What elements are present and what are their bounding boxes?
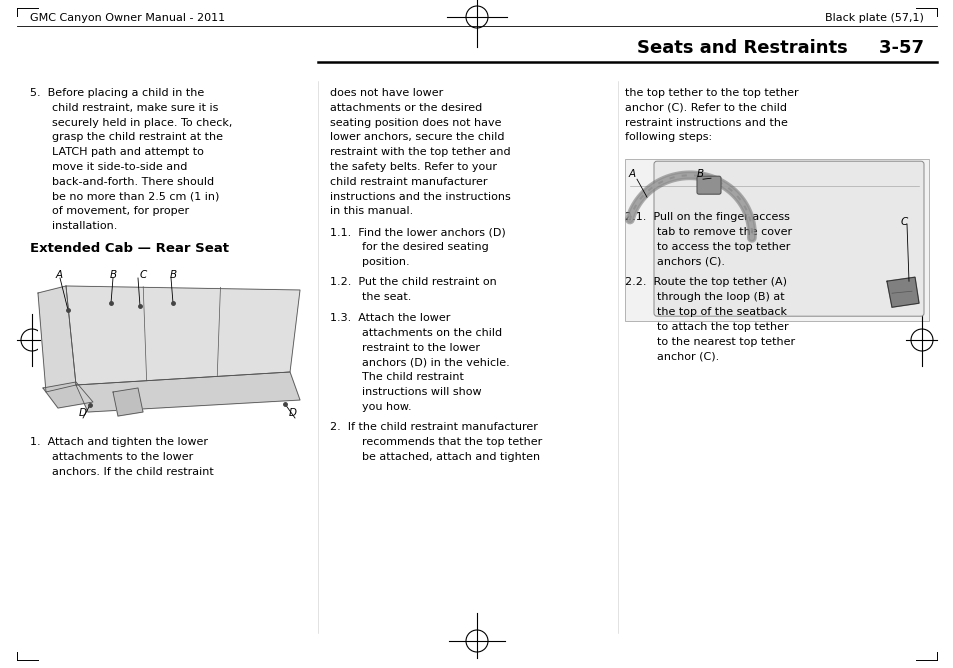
Text: to attach the top tether: to attach the top tether	[657, 322, 788, 332]
Text: anchors. If the child restraint: anchors. If the child restraint	[52, 467, 213, 476]
Text: does not have lower: does not have lower	[330, 88, 443, 98]
Text: 2.2.  Route the top tether (A): 2.2. Route the top tether (A)	[624, 277, 786, 287]
Text: through the loop (B) at: through the loop (B) at	[657, 292, 783, 302]
Text: anchors (D) in the vehicle.: anchors (D) in the vehicle.	[361, 357, 509, 367]
Text: attachments to the lower: attachments to the lower	[52, 452, 193, 462]
Bar	[624, 159, 928, 321]
Text: lower anchors, secure the child: lower anchors, secure the child	[330, 132, 504, 142]
Polygon shape	[66, 286, 299, 385]
Text: GMC Canyon Owner Manual - 2011: GMC Canyon Owner Manual - 2011	[30, 13, 225, 23]
Text: 2.  If the child restraint manufacturer: 2. If the child restraint manufacturer	[330, 422, 537, 432]
Text: anchors (C).: anchors (C).	[657, 257, 724, 267]
Text: tab to remove the cover: tab to remove the cover	[657, 227, 791, 237]
Text: A: A	[56, 270, 63, 280]
Text: B: B	[170, 270, 177, 280]
Text: the top of the seatback: the top of the seatback	[657, 307, 786, 317]
Text: Extended Cab — Rear Seat: Extended Cab — Rear Seat	[30, 242, 229, 255]
Text: The child restraint: The child restraint	[361, 372, 463, 382]
FancyBboxPatch shape	[654, 161, 923, 316]
Text: C: C	[900, 217, 907, 227]
Text: A: A	[628, 169, 636, 179]
Text: move it side-to-side and: move it side-to-side and	[52, 162, 187, 172]
Text: to access the top tether: to access the top tether	[657, 242, 789, 252]
Text: grasp the child restraint at the: grasp the child restraint at the	[52, 132, 223, 142]
Polygon shape	[76, 372, 299, 412]
Text: 1.  Attach and tighten the lower: 1. Attach and tighten the lower	[30, 437, 208, 447]
Text: the safety belts. Refer to your: the safety belts. Refer to your	[330, 162, 497, 172]
Bar	[38, 268, 305, 430]
Text: seating position does not have: seating position does not have	[330, 118, 501, 128]
Text: Seats and Restraints     3-57: Seats and Restraints 3-57	[637, 39, 923, 57]
Text: restraint to the lower: restraint to the lower	[361, 343, 479, 353]
Text: 1.2.  Put the child restraint on: 1.2. Put the child restraint on	[330, 277, 497, 287]
Text: 2.1.  Pull on the finger access: 2.1. Pull on the finger access	[624, 212, 789, 222]
Text: restraint instructions and the: restraint instructions and the	[624, 118, 787, 128]
Text: attachments or the desired: attachments or the desired	[330, 103, 482, 113]
Text: securely held in place. To check,: securely held in place. To check,	[52, 118, 233, 128]
Text: child restraint, make sure it is: child restraint, make sure it is	[52, 103, 218, 113]
Text: D: D	[289, 408, 296, 418]
Text: 1.3.  Attach the lower: 1.3. Attach the lower	[330, 313, 450, 323]
Text: you how.: you how.	[361, 401, 411, 411]
Text: in this manual.: in this manual.	[330, 206, 413, 216]
Polygon shape	[112, 388, 143, 416]
Text: B: B	[110, 270, 117, 280]
Text: to the nearest top tether: to the nearest top tether	[657, 337, 794, 347]
Polygon shape	[43, 382, 92, 408]
Text: child restraint manufacturer: child restraint manufacturer	[330, 177, 487, 187]
Text: be no more than 2.5 cm (1 in): be no more than 2.5 cm (1 in)	[52, 192, 219, 202]
Text: for the desired seating: for the desired seating	[361, 242, 488, 252]
Text: anchor (C).: anchor (C).	[657, 351, 719, 361]
Text: recommends that the top tether: recommends that the top tether	[361, 438, 541, 448]
FancyBboxPatch shape	[697, 176, 720, 194]
Text: instructions and the instructions: instructions and the instructions	[330, 192, 510, 202]
Text: back-and-forth. There should: back-and-forth. There should	[52, 177, 213, 187]
Text: position.: position.	[361, 257, 409, 267]
Polygon shape	[886, 277, 918, 307]
Text: restraint with the top tether and: restraint with the top tether and	[330, 147, 510, 157]
Text: be attached, attach and tighten: be attached, attach and tighten	[361, 452, 539, 462]
Text: of movement, for proper: of movement, for proper	[52, 206, 189, 216]
Text: LATCH path and attempt to: LATCH path and attempt to	[52, 147, 204, 157]
Text: C: C	[140, 270, 147, 280]
Text: 5.  Before placing a child in the: 5. Before placing a child in the	[30, 88, 204, 98]
Text: the top tether to the top tether: the top tether to the top tether	[624, 88, 798, 98]
Text: instructions will show: instructions will show	[361, 387, 481, 397]
Text: 1.1.  Find the lower anchors (D): 1.1. Find the lower anchors (D)	[330, 227, 505, 237]
Text: anchor (C). Refer to the child: anchor (C). Refer to the child	[624, 103, 786, 113]
Text: B: B	[697, 169, 703, 179]
Text: Black plate (57,1): Black plate (57,1)	[824, 13, 923, 23]
Text: D: D	[79, 408, 87, 418]
Polygon shape	[38, 286, 76, 392]
Text: installation.: installation.	[52, 221, 117, 231]
Text: following steps:: following steps:	[624, 132, 711, 142]
Text: the seat.: the seat.	[361, 292, 411, 302]
Text: attachments on the child: attachments on the child	[361, 328, 501, 338]
